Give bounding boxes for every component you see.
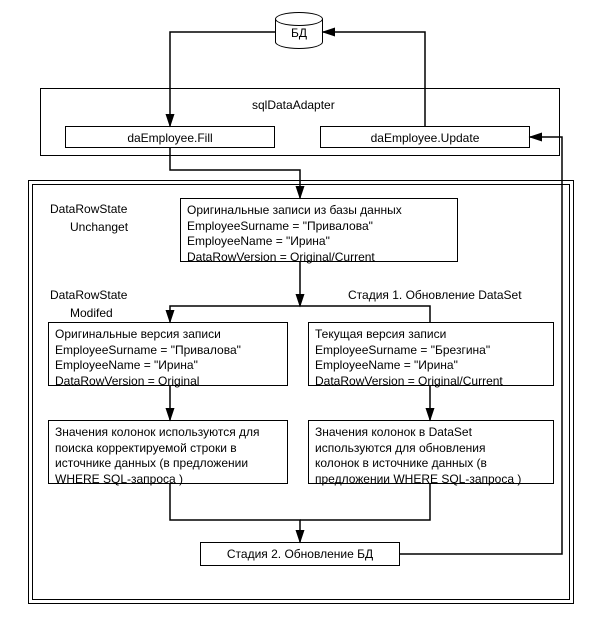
curr-version-box: Текущая версия записи EmployeeSurname = … xyxy=(308,322,554,386)
orig-version-l0: Оригинальные версия записи xyxy=(55,327,281,343)
state-unchanged-line1: DataRowState xyxy=(50,202,127,216)
curr-version-l3: DataRowVersion = Original/Current xyxy=(315,374,547,390)
orig-records-l3: DataRowVersion = Original/Current xyxy=(187,250,451,266)
right-usage-box: Значения колонок в DataSet используются … xyxy=(308,420,554,484)
left-usage-l1: поиска корректируемой строки в xyxy=(55,441,281,457)
db-label: БД xyxy=(275,26,323,40)
orig-version-l1: EmployeeSurname = "Привалова" xyxy=(55,343,281,359)
orig-records-l2: EmployeeName = "Ирина" xyxy=(187,234,451,250)
left-usage-box: Значения колонок используются для поиска… xyxy=(48,420,288,484)
right-usage-l1: используются для обновления xyxy=(315,441,547,457)
stage1-label: Стадия 1. Обновление DataSet xyxy=(348,288,522,302)
stage2-box: Стадия 2. Обновление БД xyxy=(200,542,400,566)
right-usage-l2: колонок в источнике данных (в xyxy=(315,456,547,472)
state-modified-line1: DataRowState xyxy=(50,288,127,302)
right-usage-l0: Значения колонок в DataSet xyxy=(315,425,547,441)
state-modified-line2: Modifed xyxy=(70,306,113,320)
curr-version-l0: Текущая версия записи xyxy=(315,327,547,343)
orig-records-l0: Оригинальные записи из базы данных xyxy=(187,203,451,219)
orig-records-l1: EmployeeSurname = "Привалова" xyxy=(187,219,451,235)
state-unchanged-line2: Unchanget xyxy=(70,220,128,234)
orig-version-l3: DataRowVersion = Original xyxy=(55,374,281,390)
orig-records-box: Оригинальные записи из базы данных Emplo… xyxy=(180,198,458,262)
left-usage-l3: WHERE SQL-запроса ) xyxy=(55,472,281,488)
left-usage-l0: Значения колонок используются для xyxy=(55,425,281,441)
db-cylinder: БД xyxy=(275,12,323,52)
curr-version-l1: EmployeeSurname = "Брезгина" xyxy=(315,343,547,359)
fill-label: daEmployee.Fill xyxy=(127,131,212,145)
fill-box: daEmployee.Fill xyxy=(65,126,275,148)
orig-version-box: Оригинальные версия записи EmployeeSurna… xyxy=(48,322,288,386)
stage2-label: Стадия 2. Обновление БД xyxy=(227,547,373,561)
orig-version-l2: EmployeeName = "Ирина" xyxy=(55,358,281,374)
curr-version-l2: EmployeeName = "Ирина" xyxy=(315,358,547,374)
adapter-title: sqlDataAdapter xyxy=(252,98,335,112)
update-label: daEmployee.Update xyxy=(371,131,480,145)
right-usage-l3: предложении WHERE SQL-запроса ) xyxy=(315,472,547,488)
update-box: daEmployee.Update xyxy=(320,126,530,148)
left-usage-l2: источнике данных (в предложении xyxy=(55,456,281,472)
